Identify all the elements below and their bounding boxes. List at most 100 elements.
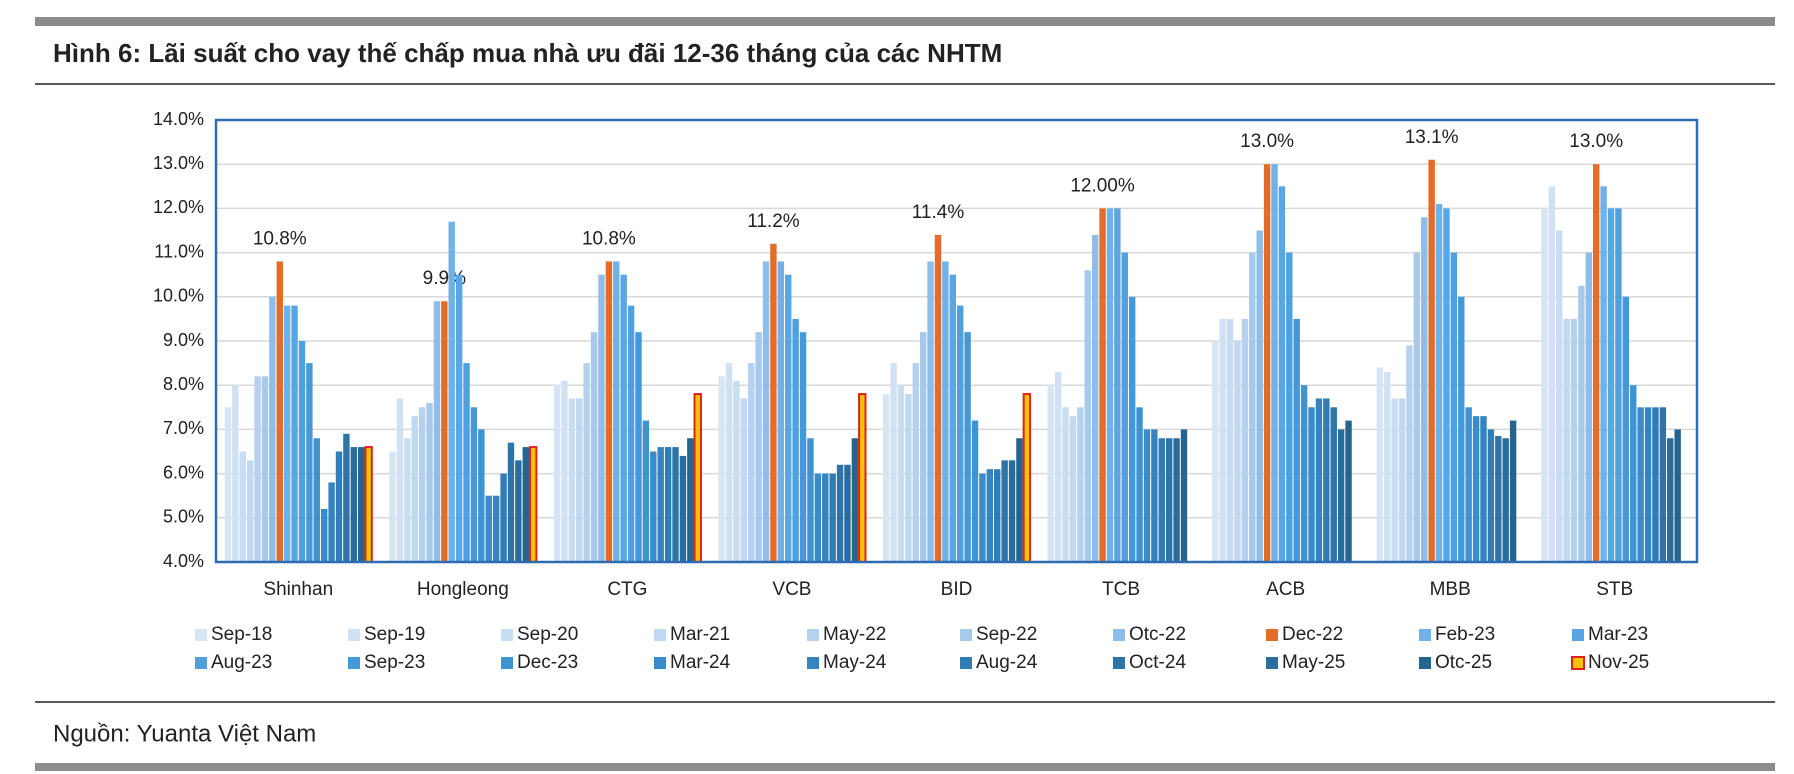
legend-swatch: [1571, 656, 1585, 670]
bar: [463, 363, 470, 562]
legend-swatch: [807, 629, 819, 641]
data-label: 13.0%: [1240, 131, 1294, 152]
bar: [964, 332, 971, 562]
bar: [733, 380, 740, 562]
y-tick-label: 10.0%: [153, 286, 204, 306]
bar: [912, 363, 919, 562]
y-tick-label: 5.0%: [163, 507, 204, 527]
bar: [568, 398, 576, 562]
bar: [1674, 429, 1681, 562]
legend-label: Sep-23: [364, 652, 425, 673]
bar: [949, 274, 956, 562]
bar: [1212, 341, 1219, 562]
bar: [583, 363, 590, 562]
bar: [1315, 398, 1323, 562]
bar: [905, 394, 912, 562]
top-band: [35, 17, 1775, 26]
legend-label: Mar-21: [670, 624, 730, 645]
data-label: 11.2%: [747, 211, 800, 232]
bar: [1398, 398, 1406, 562]
bar: [1652, 407, 1659, 562]
bar: [1337, 429, 1345, 562]
bar: [1084, 270, 1091, 562]
bar: [957, 305, 964, 562]
legend-label: Dec-22: [1282, 624, 1343, 645]
bar: [1555, 230, 1563, 562]
bar: [1472, 416, 1480, 562]
bar: [822, 473, 829, 562]
y-tick-label: 7.0%: [163, 418, 204, 438]
bar: [851, 438, 859, 562]
bar: [1151, 429, 1158, 562]
bar: [224, 407, 232, 562]
legend-label: Aug-23: [211, 652, 272, 673]
bar: [358, 447, 365, 562]
bar: [994, 469, 1001, 562]
bar: [1622, 296, 1630, 562]
legend-swatch: [1419, 657, 1431, 669]
legend-label: May-24: [823, 652, 887, 673]
bar: [762, 261, 770, 562]
bar: [814, 473, 822, 562]
bar: [1226, 318, 1234, 562]
bar: [785, 274, 792, 562]
legend-label: Sep-18: [211, 624, 272, 645]
bar: [1241, 318, 1249, 562]
legend-label: Mar-23: [1588, 624, 1648, 645]
y-tick-label: 8.0%: [163, 374, 204, 394]
data-label: 10.8%: [253, 228, 307, 249]
data-label: 10.8%: [582, 228, 636, 249]
legend-swatch: [1266, 629, 1278, 641]
bar: [239, 451, 246, 562]
bar: [1465, 407, 1472, 562]
bar: [1487, 429, 1495, 562]
legend-swatch: [195, 657, 207, 669]
y-tick-label: 12.0%: [153, 197, 204, 217]
bar: [492, 495, 500, 562]
bar: [553, 385, 561, 562]
bar: [261, 376, 269, 562]
legend-swatch: [960, 657, 972, 669]
legend-label: Otc-22: [1129, 624, 1186, 645]
bar: [1173, 438, 1180, 562]
legend-swatch: [501, 629, 513, 641]
bar: [1607, 208, 1615, 562]
bar: [448, 221, 455, 562]
bar: [528, 446, 538, 563]
bar: [418, 407, 426, 562]
bar: [1630, 385, 1637, 562]
bar: [1376, 367, 1384, 562]
bar: [335, 451, 343, 562]
bar: [1644, 407, 1652, 562]
bar: [1249, 252, 1256, 562]
bar: [1165, 438, 1173, 562]
bar: [942, 261, 949, 562]
bar: [364, 446, 373, 563]
bar: [1022, 393, 1032, 564]
bar: [1330, 407, 1337, 562]
y-tick-label: 11.0%: [154, 241, 204, 261]
bar: [1345, 420, 1352, 562]
bar: [799, 332, 807, 562]
bar: [844, 464, 851, 562]
bar: [522, 447, 529, 562]
bar: [441, 301, 448, 562]
x-tick-label: VCB: [772, 579, 811, 600]
bar: [1106, 208, 1114, 562]
bar: [320, 508, 328, 562]
bar: [455, 274, 463, 562]
bar: [1458, 296, 1465, 562]
bar: [298, 341, 306, 562]
bar: [1406, 345, 1413, 562]
bar: [679, 455, 687, 562]
bar: [313, 438, 320, 562]
y-tick-label: 6.0%: [163, 462, 204, 482]
bar: [725, 363, 733, 562]
legend-label: May-25: [1282, 652, 1345, 673]
bar: [1008, 460, 1016, 562]
bar: [740, 398, 748, 562]
bar: [576, 398, 583, 562]
bar: [657, 447, 664, 562]
bar: [777, 261, 785, 562]
x-tick-label: BID: [941, 579, 973, 600]
